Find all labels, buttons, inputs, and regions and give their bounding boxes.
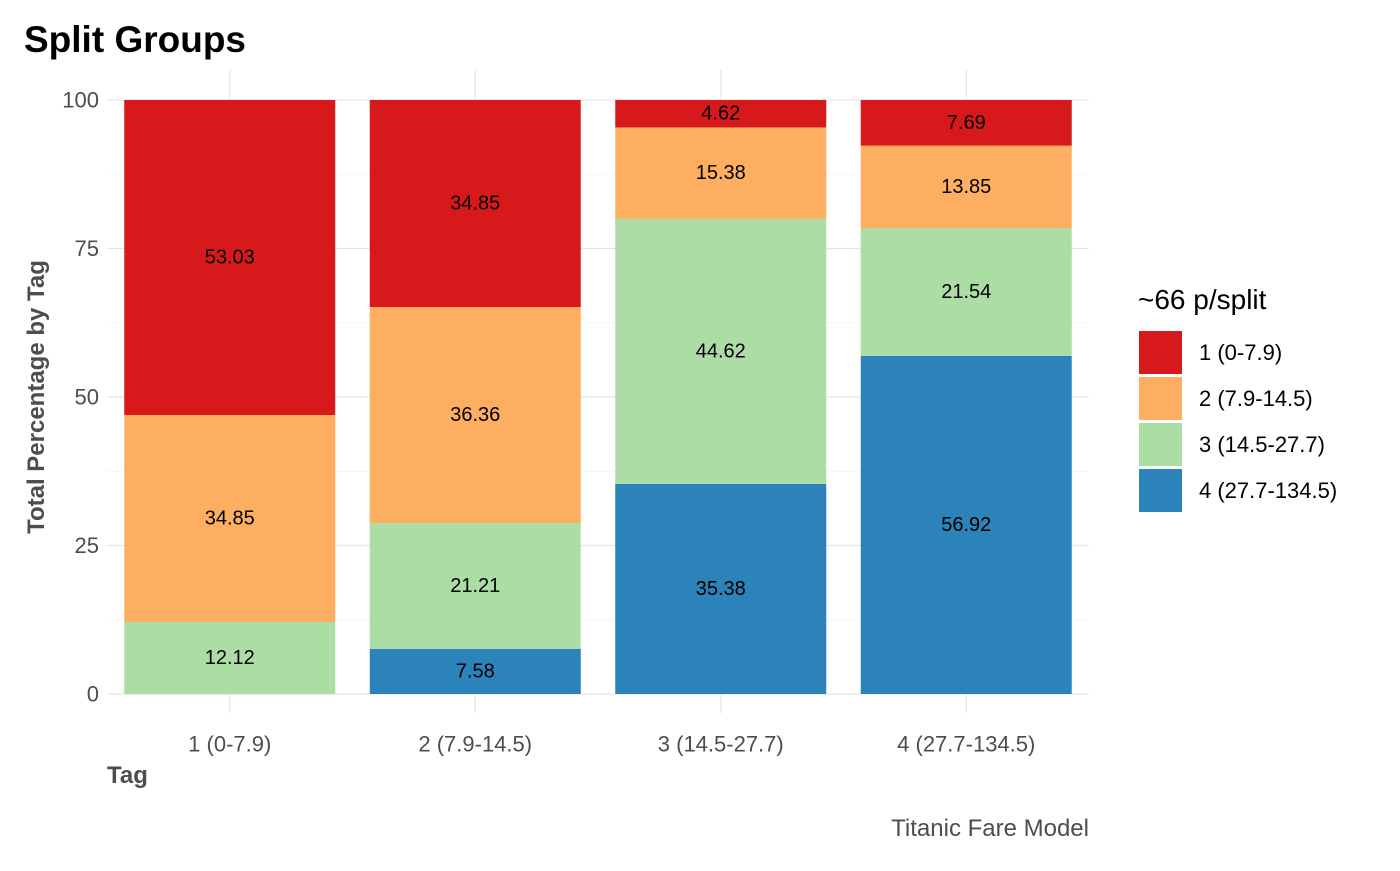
x-tick-label: 2 (7.9-14.5) [418, 732, 532, 757]
bar-segment [615, 100, 827, 128]
x-axis-title: Tag [107, 762, 148, 789]
y-tick-label: 100 [62, 88, 99, 113]
legend-key [1139, 423, 1182, 466]
y-axis-title: Total Percentage by Tag [23, 260, 50, 534]
bar-segment [615, 127, 827, 219]
legend-key [1139, 469, 1182, 512]
x-tick-label: 4 (27.7-134.5) [897, 732, 1035, 757]
y-axis-ticks: 0 25 50 75 100 [62, 88, 99, 707]
legend-label: 3 (14.5-27.7) [1199, 432, 1325, 457]
data-label: 15.38 [696, 162, 746, 184]
x-axis-ticks: 1 (0-7.9) 2 (7.9-14.5) 3 (14.5-27.7) 4 (27.… [188, 732, 1035, 757]
data-label: 21.21 [450, 575, 500, 597]
bar-segment [615, 218, 827, 484]
chart-caption: Titanic Fare Model [891, 815, 1089, 842]
legend-key [1139, 377, 1182, 420]
data-label: 34.85 [450, 193, 500, 215]
bar-segment [369, 100, 581, 308]
bar-segment [860, 227, 1072, 356]
data-label: 53.03 [205, 246, 255, 268]
bar-segment [860, 355, 1072, 694]
data-label: 36.36 [450, 404, 500, 426]
y-tick-label: 50 [75, 385, 99, 410]
data-label: 44.62 [696, 340, 746, 362]
data-label: 7.69 [947, 112, 986, 134]
data-label: 4.62 [701, 103, 740, 125]
data-label: 56.92 [941, 514, 991, 536]
bar-segment [369, 307, 581, 523]
bar-segment [860, 100, 1072, 146]
bar-segment [124, 622, 336, 694]
legend-label: 4 (27.7-134.5) [1199, 478, 1337, 503]
bar-segment [369, 522, 581, 649]
y-tick-label: 25 [75, 533, 99, 558]
bar-segment [124, 414, 336, 623]
chart-title: Split Groups [24, 19, 246, 60]
legend-title: ~66 p/split [1138, 284, 1267, 315]
data-label: 34.85 [205, 508, 255, 530]
bars [124, 100, 1072, 694]
bar-segment [860, 145, 1072, 228]
x-tick-label: 1 (0-7.9) [188, 732, 271, 757]
legend: ~66 p/split 1 (0-7.9) 2 (7.9-14.5) 3 (14.5… [1138, 284, 1337, 512]
data-labels: 12.12 34.85 53.03 7.58 21.21 36.36 34.85 35.38 4… [205, 103, 992, 683]
legend-label: 2 (7.9-14.5) [1199, 386, 1313, 411]
data-label: 12.12 [205, 647, 255, 669]
legend-label: 1 (0-7.9) [1199, 340, 1282, 365]
x-tick-label: 3 (14.5-27.7) [658, 732, 784, 757]
y-tick-label: 75 [75, 236, 99, 261]
bar-segment [369, 648, 581, 694]
bar-segment [124, 100, 336, 415]
legend-key [1139, 331, 1182, 374]
data-label: 35.38 [696, 578, 746, 600]
bar-segment [615, 483, 827, 694]
y-tick-label: 0 [87, 682, 99, 707]
data-label: 13.85 [941, 176, 991, 198]
data-label: 7.58 [456, 660, 495, 682]
data-label: 21.54 [941, 281, 991, 303]
